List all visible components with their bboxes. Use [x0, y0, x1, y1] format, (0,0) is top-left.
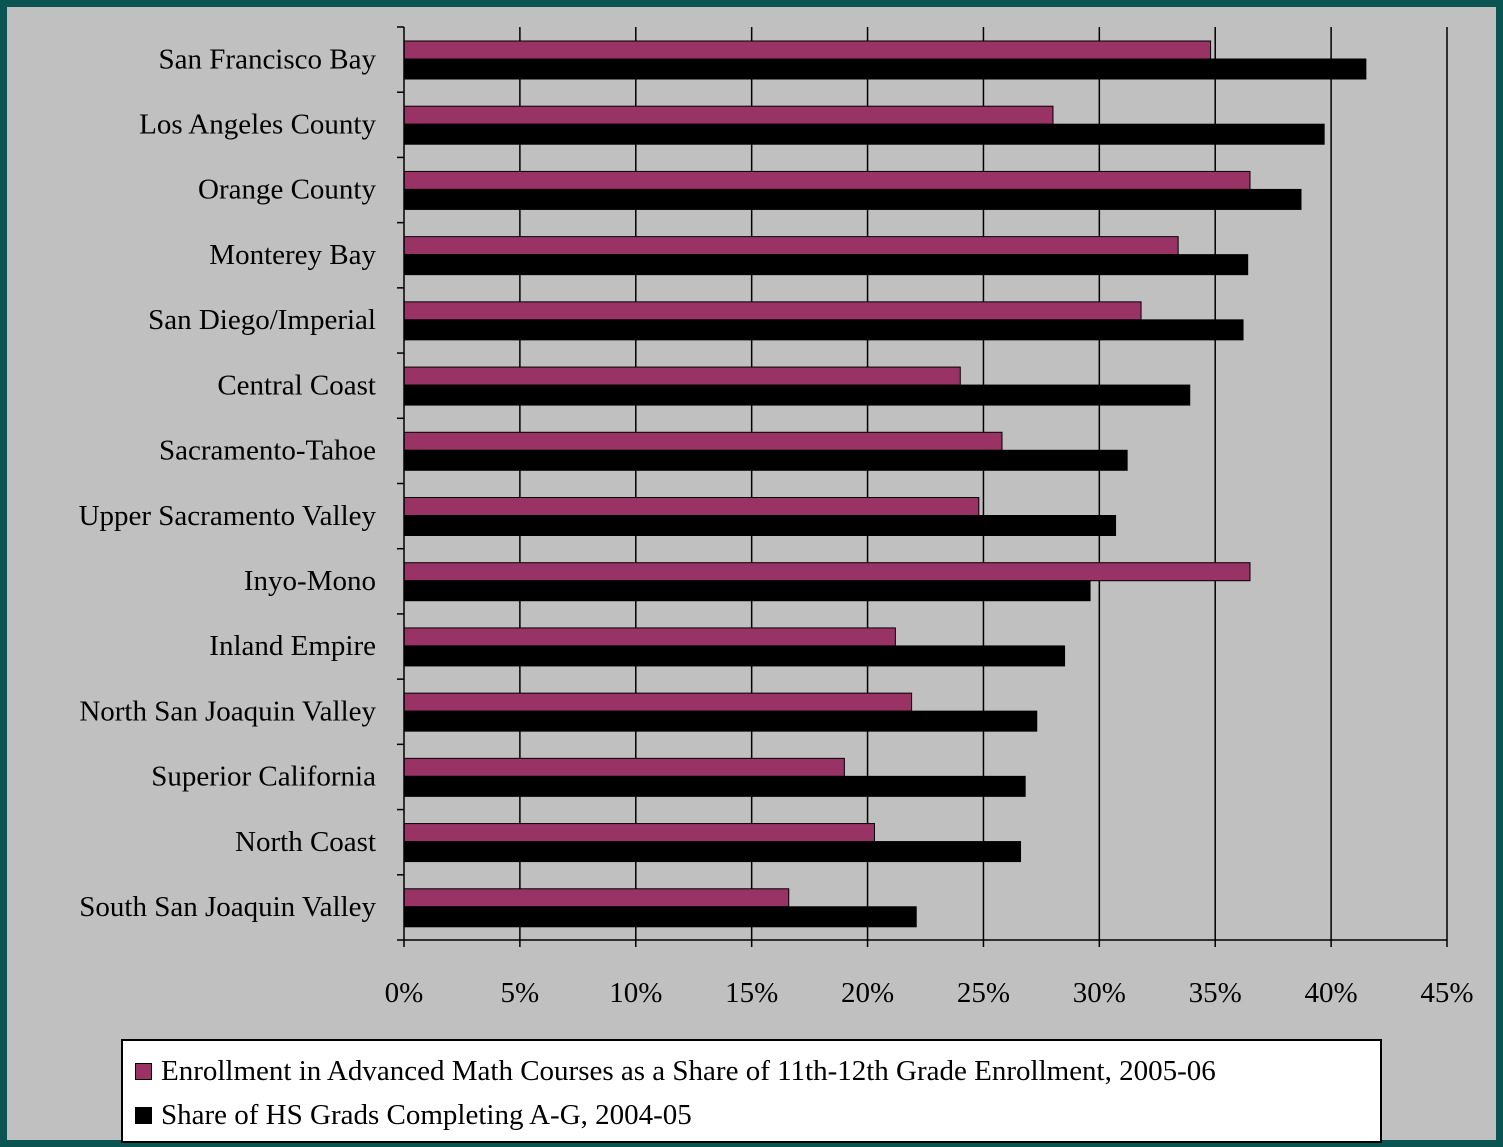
bar-series-1 — [403, 366, 961, 386]
legend-item-series-2: Share of HS Grads Completing A-G, 2004-0… — [135, 1099, 692, 1132]
category-label: North Coast — [235, 826, 376, 858]
x-tick-label: 5% — [501, 977, 540, 1009]
category-labels: San Francisco Bay Los Angeles County Orang… — [79, 43, 377, 923]
bar-series-1 — [403, 757, 845, 777]
bar-series-2 — [403, 384, 1191, 406]
bar-series-1 — [403, 301, 1142, 321]
bar-series-2 — [403, 449, 1128, 471]
bars — [403, 40, 1367, 928]
category-label: Los Angeles County — [139, 108, 376, 140]
legend-item-series-1: Enrollment in Advanced Math Courses as a… — [135, 1055, 1216, 1088]
bar-series-2 — [403, 188, 1302, 210]
bar-series-2 — [403, 775, 1026, 797]
bar-series-1 — [403, 562, 1251, 582]
bar-series-2 — [403, 515, 1117, 536]
bar-series-2 — [403, 254, 1249, 276]
category-label: Orange County — [198, 174, 376, 206]
bar-series-1 — [403, 40, 1212, 60]
bar-series-1 — [403, 170, 1251, 190]
category-label: Superior California — [151, 761, 376, 793]
category-label: Upper Sacramento Valley — [79, 500, 377, 532]
legend-swatch-series-1 — [135, 1063, 152, 1080]
bar-series-2 — [403, 58, 1367, 80]
category-label: Central Coast — [217, 369, 376, 401]
bar-series-2 — [403, 645, 1066, 667]
x-tick-label: 10% — [609, 977, 662, 1009]
bar-series-2 — [403, 710, 1038, 732]
x-tick-label: 20% — [841, 977, 894, 1009]
category-label: Inland Empire — [209, 630, 376, 662]
bar-series-2 — [403, 319, 1244, 341]
gridlines — [519, 27, 1448, 940]
x-tick-label: 45% — [1420, 977, 1473, 1009]
x-tick-label: 30% — [1073, 977, 1126, 1009]
category-label: Monterey Bay — [209, 239, 376, 271]
bar-series-2 — [403, 580, 1091, 602]
bar-series-1 — [403, 105, 1054, 125]
bar-series-1 — [403, 431, 1003, 451]
x-tick-label: 15% — [725, 977, 778, 1009]
legend-label-series-1: Enrollment in Advanced Math Courses as a… — [161, 1055, 1216, 1087]
x-tick-labels: 0% 5% 10% 15% 20% 25% 30% 35% 40% 45% — [385, 977, 1474, 1009]
bar-series-1 — [403, 692, 913, 712]
category-label: San Diego/Imperial — [148, 304, 376, 336]
legend-label-series-2: Share of HS Grads Completing A-G, 2004-0… — [161, 1099, 692, 1131]
bar-series-2 — [403, 906, 917, 928]
legend: Enrollment in Advanced Math Courses as a… — [121, 1039, 1382, 1143]
x-tick-label: 25% — [957, 977, 1010, 1009]
category-label: South San Joaquin Valley — [79, 891, 376, 923]
bar-series-1 — [403, 236, 1179, 256]
x-tick-label: 0% — [385, 977, 424, 1009]
category-label: North San Joaquin Valley — [79, 695, 376, 727]
bar-series-2 — [403, 123, 1325, 145]
category-label: Inyo-Mono — [244, 565, 376, 597]
bar-series-1 — [403, 823, 876, 843]
bar-series-1 — [403, 497, 980, 516]
x-tick-label: 40% — [1305, 977, 1358, 1009]
bar-series-1 — [403, 888, 790, 908]
legend-swatch-series-2 — [135, 1107, 152, 1124]
category-label: San Francisco Bay — [159, 43, 377, 75]
bar-series-2 — [403, 841, 1022, 863]
x-tick-label: 35% — [1189, 977, 1242, 1009]
category-label: Sacramento-Tahoe — [159, 435, 376, 467]
axes — [397, 26, 1448, 947]
bar-series-1 — [403, 627, 896, 647]
